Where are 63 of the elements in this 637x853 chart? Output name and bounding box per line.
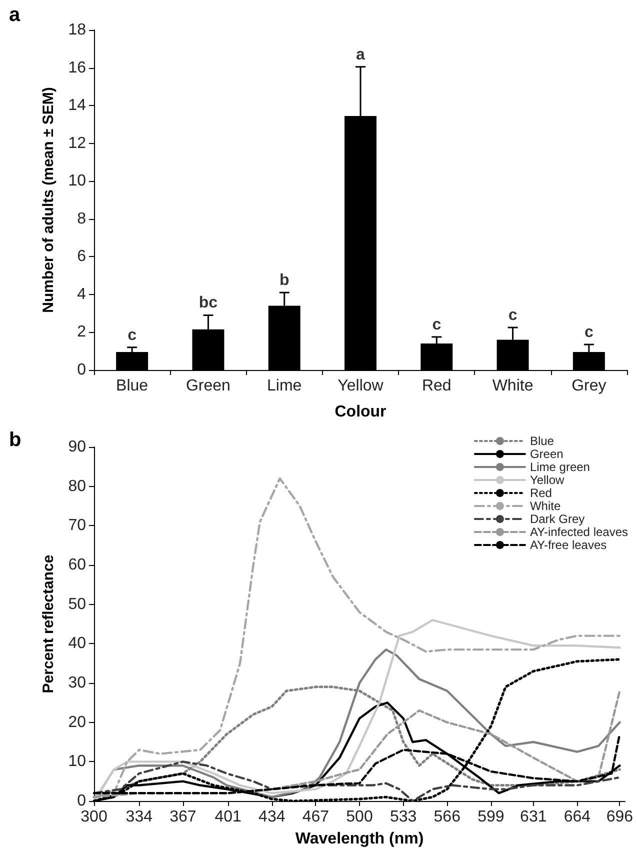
x-tick-label: Yellow bbox=[338, 378, 384, 394]
y-tick-label: 10 bbox=[68, 753, 86, 770]
chart-title: a bbox=[9, 4, 21, 26]
x-tick-label: Grey bbox=[572, 378, 606, 394]
y-tick-label: 80 bbox=[68, 478, 86, 495]
annotation: c bbox=[584, 324, 594, 341]
legend-label: AY-free leaves bbox=[530, 538, 607, 552]
y-tick-label: 0 bbox=[77, 792, 86, 810]
x-tick-label: 300 bbox=[80, 808, 108, 826]
x-tick-label: White bbox=[492, 378, 534, 394]
legend-label: AY-infected leaves bbox=[530, 525, 628, 539]
x-tick-label: 467 bbox=[302, 808, 330, 826]
y-axis-title: Percent reflectance bbox=[40, 554, 57, 694]
y-tick-label: 90 bbox=[68, 438, 86, 456]
y-tick-label: 12 bbox=[68, 134, 86, 152]
y-tick-label: 10 bbox=[68, 172, 86, 190]
annotation: c bbox=[508, 307, 518, 324]
x-axis-title: Wavelength (nm) bbox=[295, 830, 424, 848]
x-tick-label: 599 bbox=[478, 808, 504, 826]
x-tick-label: Blue bbox=[116, 378, 148, 394]
legend-label: White bbox=[530, 499, 561, 513]
x-axis-title: Colour bbox=[334, 404, 386, 420]
line-series bbox=[92, 618, 621, 802]
x-tick-label: 533 bbox=[390, 808, 417, 826]
chart-title: b bbox=[9, 429, 22, 451]
y-tick-label: 14 bbox=[68, 97, 86, 114]
x-tick-label: 500 bbox=[346, 808, 373, 826]
y-tick-label: 70 bbox=[68, 517, 86, 534]
x-tick-label: Red bbox=[422, 378, 452, 394]
annotation: bc bbox=[198, 294, 218, 312]
legend-label: Green bbox=[530, 447, 564, 461]
x-tick-label: 367 bbox=[170, 808, 196, 826]
annotation: c bbox=[432, 316, 442, 334]
annotation: c bbox=[128, 326, 137, 344]
y-tick-label: 8 bbox=[77, 210, 86, 228]
y-tick-label: 40 bbox=[68, 635, 86, 652]
annotation: b bbox=[279, 272, 290, 290]
y-tick-label: 0 bbox=[77, 362, 86, 378]
y-tick-label: 20 bbox=[68, 714, 86, 731]
legend-label: Red bbox=[530, 486, 552, 500]
x-tick-label: 696 bbox=[606, 808, 634, 826]
x-tick-label: 566 bbox=[434, 808, 461, 826]
legend-label: Blue bbox=[530, 434, 554, 448]
x-tick-label: 664 bbox=[564, 808, 591, 826]
y-tick-label: 4 bbox=[77, 286, 86, 303]
x-tick-label: 401 bbox=[214, 808, 242, 826]
x-tick-label: Lime bbox=[267, 378, 302, 394]
y-tick-label: 18 bbox=[68, 22, 86, 38]
x-tick-label: 334 bbox=[126, 808, 153, 826]
x-tick-label: 434 bbox=[258, 808, 286, 826]
y-tick-label: 30 bbox=[68, 674, 86, 692]
annotation: a bbox=[356, 46, 366, 64]
x-tick-label: Green bbox=[186, 378, 230, 394]
legend-label: Dark Grey bbox=[530, 512, 585, 526]
y-tick-label: 60 bbox=[68, 556, 86, 574]
x-tick-label: 631 bbox=[520, 808, 547, 826]
y-tick-label: 50 bbox=[68, 596, 86, 613]
legend-label: Yellow bbox=[530, 473, 565, 487]
y-tick-label: 2 bbox=[77, 324, 86, 341]
y-tick-label: 6 bbox=[77, 248, 86, 266]
y-tick-label: 16 bbox=[68, 59, 86, 76]
y-axis-title: Number of adults (mean ± SEM) bbox=[40, 87, 57, 313]
legend-label: Lime green bbox=[530, 460, 590, 474]
